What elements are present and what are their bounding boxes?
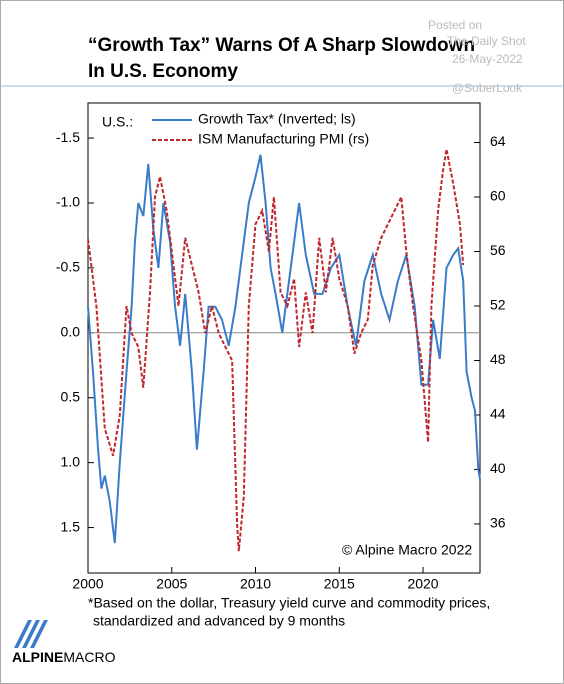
logo-text: MACRO (63, 649, 115, 665)
region-label: U.S.: (102, 114, 133, 130)
watermark: @SoberLook (452, 81, 523, 95)
y2-tick-label: 60 (490, 188, 506, 204)
logo-icon (14, 620, 48, 648)
x-tick-label: 2005 (156, 576, 187, 592)
legend-label: ISM Manufacturing PMI (rs) (198, 131, 369, 147)
legend-label: Growth Tax* (Inverted; ls) (198, 111, 356, 127)
x-tick-label: 2020 (407, 576, 438, 592)
y2-tick-label: 56 (490, 242, 506, 258)
y-tick-label: -1.5 (56, 129, 80, 145)
y-tick-label: 1.5 (61, 518, 81, 534)
watermark: The Daily Shot (447, 34, 526, 48)
chart-title: “Growth Tax” Warns Of A Sharp Slowdown (88, 35, 475, 56)
plot-frame (87, 102, 481, 574)
y2-tick-label: 40 (490, 460, 506, 476)
x-tick-label: 2015 (324, 576, 355, 592)
series-line (87, 154, 481, 544)
footnote: *Based on the dollar, Treasury yield cur… (88, 595, 490, 611)
logo: ALPINEMACRO (12, 620, 116, 665)
x-tick-label: 2000 (72, 576, 103, 592)
watermark: 26-May-2022 (452, 52, 523, 66)
y2-tick-label: 36 (490, 515, 506, 531)
series-line (87, 149, 465, 552)
y2-tick-label: 52 (490, 297, 506, 313)
y-tick-label: -1.0 (56, 194, 80, 210)
x-tick-label: 2010 (240, 576, 271, 592)
logo-text: ALPINEMACRO (12, 649, 116, 665)
chart-title: In U.S. Economy (88, 61, 238, 82)
y-tick-label: -0.5 (56, 259, 80, 275)
watermark: Posted on (428, 18, 482, 32)
copyright: © Alpine Macro 2022 (342, 542, 472, 558)
logo-text: ALPINE (12, 649, 63, 665)
y2-tick-label: 44 (490, 406, 506, 422)
y2-tick-label: 64 (490, 133, 506, 149)
y-tick-label: 1.0 (61, 453, 81, 469)
y-tick-label: 0.5 (61, 388, 81, 404)
y-tick-label: 0.0 (61, 324, 81, 340)
footnote: standardized and advanced by 9 months (93, 613, 345, 629)
y2-tick-label: 48 (490, 351, 506, 367)
